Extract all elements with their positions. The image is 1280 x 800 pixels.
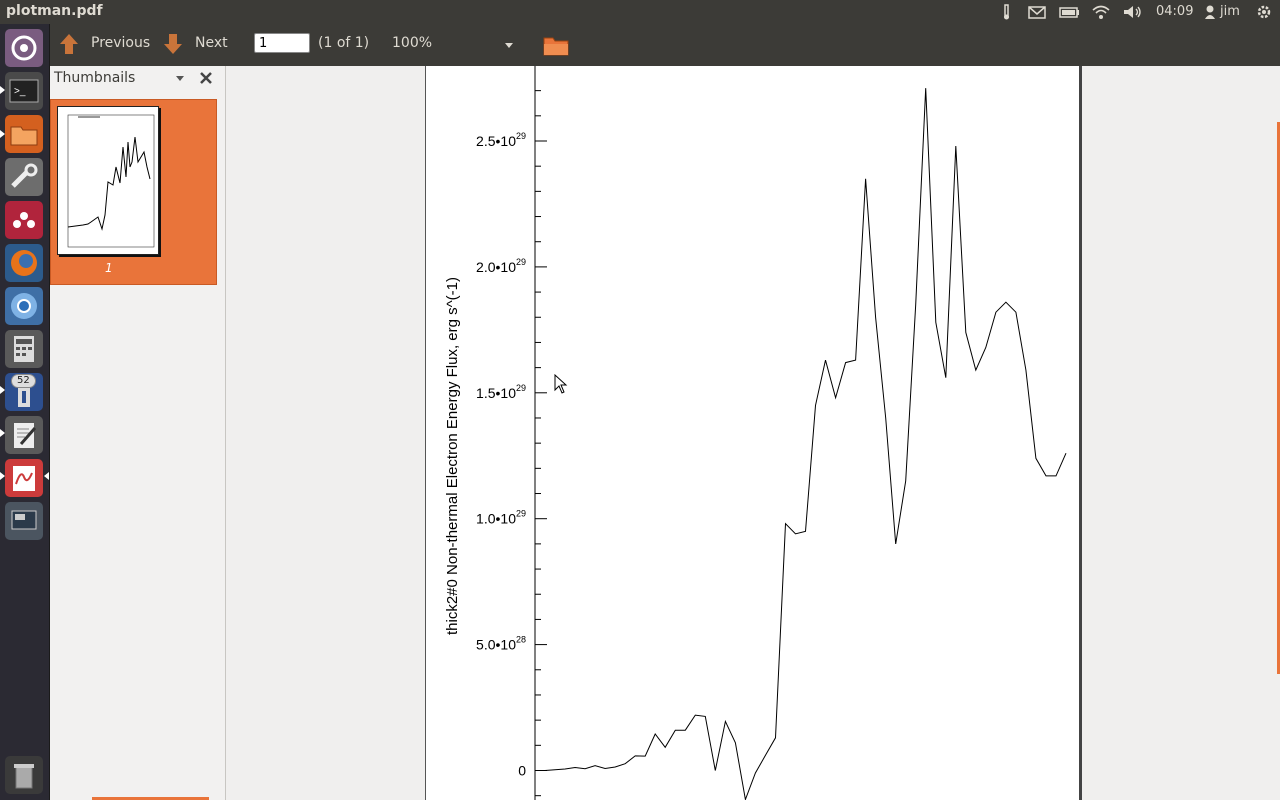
running-indicator — [0, 429, 5, 437]
zoom-value: 100% — [392, 35, 433, 51]
trash-icon[interactable] — [5, 756, 43, 794]
running-indicator — [0, 472, 5, 480]
volume-icon[interactable] — [1122, 3, 1144, 21]
user-name[interactable]: jim — [1220, 4, 1240, 19]
zoom-select[interactable]: 100% — [384, 31, 520, 59]
series-line — [535, 88, 1067, 800]
mail-icon[interactable] — [1028, 3, 1046, 21]
previous-label: Previous — [91, 35, 151, 51]
y-tick-label: 1.0•1029 — [476, 509, 526, 527]
text-editor-icon[interactable] — [5, 416, 43, 454]
running-indicator — [0, 86, 5, 94]
thumbnail-page-1[interactable]: 1 — [50, 99, 217, 285]
sidebar-scrollbar[interactable] — [92, 797, 209, 800]
active-indicator — [44, 472, 49, 480]
thumbnail-sidebar: Thumbnails 1 — [50, 66, 226, 800]
y-tick-label: 1.5•1029 — [476, 383, 526, 401]
open-folder-icon[interactable] — [542, 32, 570, 58]
sidebar-header: Thumbnails — [50, 66, 218, 91]
dropdown-arrow-icon — [176, 76, 184, 81]
running-indicator — [0, 130, 5, 138]
mendeley-icon[interactable] — [5, 201, 43, 239]
sidebar-mode-select[interactable]: Thumbnails — [54, 70, 184, 88]
user-icon[interactable] — [1204, 3, 1216, 21]
document-scrollbar[interactable] — [1277, 122, 1280, 674]
mouse-cursor-icon — [554, 374, 568, 394]
next-button[interactable]: Next — [162, 31, 232, 59]
chromium-icon[interactable] — [5, 287, 43, 325]
arrow-up-icon — [60, 34, 78, 54]
files-icon[interactable] — [5, 115, 43, 153]
thumbnail-label: 1 — [105, 261, 113, 275]
launcher: >_ 52 — [0, 24, 50, 800]
y-tick-label: 2.5•1029 — [476, 131, 526, 149]
sidebar-title: Thumbnails — [54, 70, 136, 86]
next-label: Next — [195, 35, 228, 51]
clock[interactable]: 04:09 — [1156, 4, 1194, 19]
y-tick-label: 2.0•1029 — [476, 257, 526, 275]
firefox-icon[interactable] — [5, 244, 43, 282]
wifi-icon[interactable] — [1091, 3, 1111, 21]
battery-icon[interactable] — [1059, 3, 1081, 21]
workspace-switcher-icon[interactable] — [5, 502, 43, 540]
document-view[interactable]: 0 5.0•1028 1.0•1029 1.5•1029 2.0•1029 2.5•102… — [226, 66, 1280, 800]
pdf-viewer-icon[interactable] — [5, 459, 43, 497]
calculator-icon[interactable] — [5, 330, 43, 368]
thumbnail-image — [57, 106, 159, 255]
page-number-input[interactable] — [254, 33, 310, 53]
pdf-page: 0 5.0•1028 1.0•1029 1.5•1029 2.0•1029 2.5•102… — [425, 66, 1082, 800]
session-gear-icon[interactable] — [1255, 3, 1273, 21]
dropdown-arrow-icon — [505, 43, 513, 48]
terminal-icon[interactable]: >_ — [5, 72, 43, 110]
keyboard-indicator-icon[interactable] — [1001, 3, 1015, 21]
running-indicator — [0, 386, 5, 394]
top-panel: plotman.pdf 04:09 jim — [0, 0, 1280, 24]
dash-icon[interactable] — [5, 29, 43, 67]
system-settings-icon[interactable] — [5, 158, 43, 196]
y-tick-label: 5.0•1028 — [476, 635, 526, 653]
line-chart: 0 5.0•1028 1.0•1029 1.5•1029 2.0•1029 2.5•102… — [444, 66, 1067, 800]
update-manager-icon[interactable]: 52 — [5, 373, 43, 411]
svg-text:>_: >_ — [14, 86, 26, 97]
window-title: plotman.pdf — [6, 3, 103, 19]
y-tick-label: 0 — [518, 763, 526, 779]
toolbar: Previous Next (1 of 1) 100% — [50, 24, 1280, 66]
arrow-down-icon — [164, 34, 182, 54]
update-count-badge: 52 — [11, 374, 36, 388]
page-count: (1 of 1) — [318, 35, 370, 51]
y-axis-label: thick2#0 Non-thermal Electron Energy Flu… — [444, 277, 461, 635]
close-icon[interactable] — [200, 72, 212, 84]
previous-button[interactable]: Previous — [58, 31, 154, 59]
